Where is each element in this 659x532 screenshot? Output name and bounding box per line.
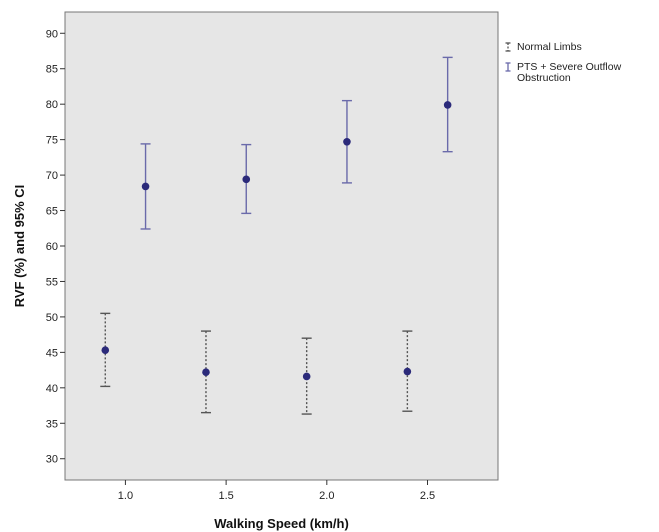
y-tick-label: 85 — [46, 64, 58, 76]
y-tick-label: 45 — [46, 347, 58, 359]
data-point — [404, 368, 412, 376]
x-tick-label: 2.5 — [420, 490, 435, 502]
x-tick-label: 1.0 — [118, 490, 133, 502]
legend-item-1: Normal Limbs — [506, 41, 582, 53]
y-tick-label: 90 — [46, 28, 58, 40]
legend-label: Normal Limbs — [517, 41, 582, 53]
x-axis-title: Walking Speed (km/h) — [214, 516, 349, 531]
data-point — [444, 101, 452, 109]
data-point — [202, 368, 210, 376]
legend: Normal Limbs PTS + Severe OutflowObstruct… — [506, 41, 622, 84]
y-tick-label: 75 — [46, 135, 58, 147]
x-tick-label: 2.0 — [319, 490, 334, 502]
y-tick-label: 30 — [46, 454, 58, 466]
data-point — [303, 373, 311, 381]
y-tick-label: 65 — [46, 206, 58, 218]
y-tick-label: 70 — [46, 170, 58, 182]
legend-label: Obstruction — [517, 72, 571, 84]
y-axis-title: RVF (%) and 95% CI — [12, 185, 27, 308]
data-point — [343, 138, 351, 146]
y-tick-label: 50 — [46, 312, 58, 324]
plot-area — [65, 12, 498, 480]
y-tick-label: 55 — [46, 276, 58, 288]
x-tick-label: 1.5 — [218, 490, 233, 502]
y-axis: 30 35 40 45 50 55 60 65 70 75 80 85 90 — [46, 28, 65, 465]
y-tick-label: 80 — [46, 99, 58, 111]
data-point — [242, 176, 250, 184]
y-tick-label: 35 — [46, 418, 58, 430]
y-tick-label: 40 — [46, 383, 58, 395]
y-tick-label: 60 — [46, 241, 58, 253]
x-axis: 1.0 1.5 2.0 2.5 — [118, 480, 435, 502]
data-point — [142, 183, 150, 191]
data-point — [101, 346, 109, 354]
